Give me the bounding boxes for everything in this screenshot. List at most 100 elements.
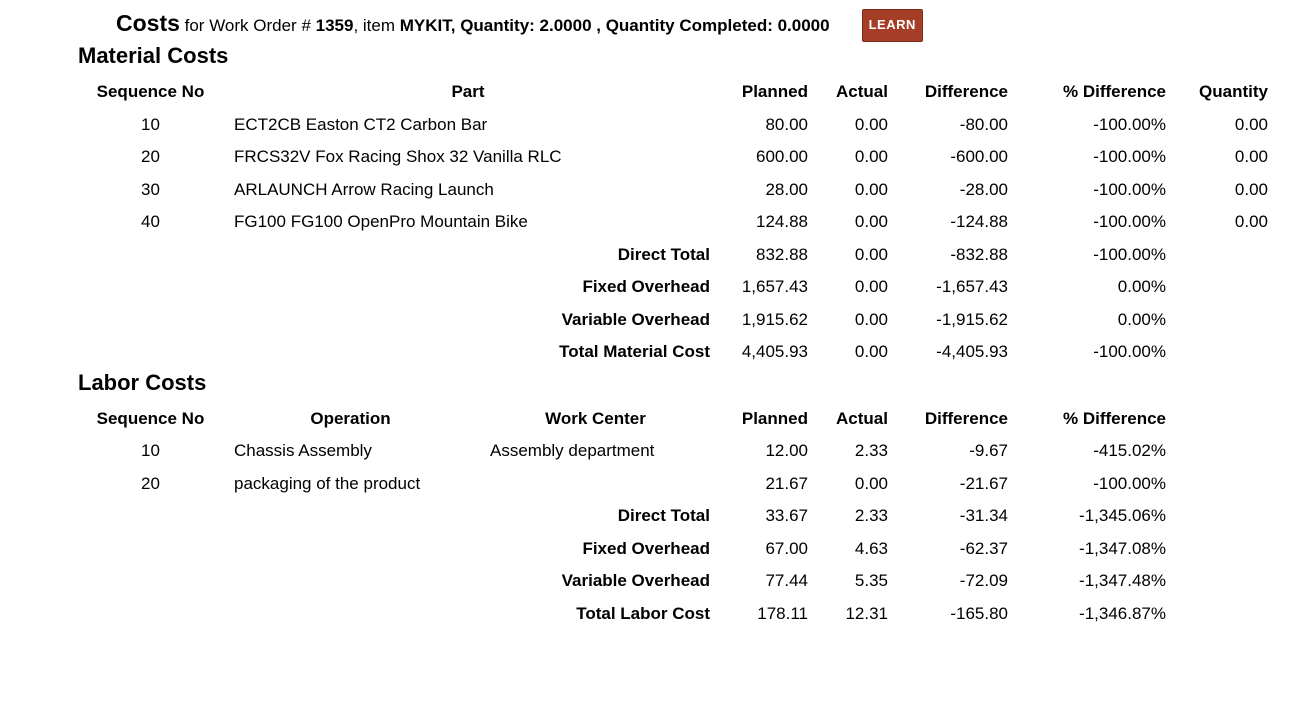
summary-label: Variable Overhead <box>561 309 710 329</box>
cell-difference: -4,405.93 <box>936 342 1008 362</box>
col-header-work-center: Work Center <box>545 408 646 428</box>
cell-part: ARLAUNCH Arrow Racing Launch <box>234 179 494 199</box>
cell-pct-difference: -100.00% <box>1093 212 1166 232</box>
cell-difference: -1,915.62 <box>936 309 1008 329</box>
cell-planned: 28.00 <box>765 179 808 199</box>
item-quantity-details: MYKIT, Quantity: 2.0000 , Quantity Compl… <box>399 16 830 35</box>
col-header-difference: Difference <box>924 408 1008 428</box>
cell-quantity: 0.00 <box>1234 114 1268 134</box>
col-header-pct-difference: % Difference <box>1063 82 1166 102</box>
cell-part: FRCS32V Fox Racing Shox 32 Vanilla RLC <box>234 147 562 167</box>
table-row: 10 ECT2CB Easton CT2 Carbon Bar 80.00 0.… <box>78 109 1268 142</box>
cell-actual: 4.63 <box>854 538 888 558</box>
cell-pct-difference: 0.00% <box>1117 309 1166 329</box>
cell-sequence-no: 30 <box>141 179 160 199</box>
cell-difference: -165.80 <box>950 603 1008 623</box>
table-row: 20 FRCS32V Fox Racing Shox 32 Vanilla RL… <box>78 141 1268 174</box>
cell-work-center <box>478 468 713 501</box>
cell-planned: 600.00 <box>756 147 808 167</box>
cell-sequence-no: 40 <box>141 212 160 232</box>
cell-actual: 0.00 <box>854 147 888 167</box>
cell-planned: 832.88 <box>756 244 808 264</box>
col-header-difference: Difference <box>924 82 1008 102</box>
summary-label: Direct Total <box>617 506 710 526</box>
title-for-work-order: for Work Order # <box>179 16 316 35</box>
col-header-part: Part <box>451 82 485 102</box>
cell-pct-difference: -100.00% <box>1093 473 1166 493</box>
cell-difference: -62.37 <box>959 538 1008 558</box>
cell-actual: 0.00 <box>854 342 888 362</box>
cell-actual: 0.00 <box>854 473 888 493</box>
work-order-number: 1359 <box>315 16 354 35</box>
cell-actual: 0.00 <box>854 244 888 264</box>
summary-row-variable-overhead: Variable Overhead 1,915.62 0.00 -1,915.6… <box>78 304 1268 337</box>
col-header-quantity: Quantity <box>1199 82 1268 102</box>
summary-row-direct-total: Direct Total 33.67 2.33 -31.34 -1,345.06… <box>78 500 1166 533</box>
cell-difference: -72.09 <box>959 571 1008 591</box>
cell-difference: -832.88 <box>950 244 1008 264</box>
summary-label: Fixed Overhead <box>582 277 710 297</box>
cell-pct-difference: -100.00% <box>1093 147 1166 167</box>
cell-operation: Chassis Assembly <box>234 441 372 461</box>
cell-actual: 0.00 <box>854 277 888 297</box>
summary-label: Fixed Overhead <box>582 538 710 558</box>
cell-planned: 33.67 <box>765 506 808 526</box>
cell-pct-difference: -1,345.06% <box>1079 506 1166 526</box>
cell-quantity <box>1166 271 1268 304</box>
table-row: 20 packaging of the product 21.67 0.00 -… <box>78 468 1166 501</box>
summary-row-total-material-cost: Total Material Cost 4,405.93 0.00 -4,405… <box>78 336 1268 369</box>
summary-row-variable-overhead: Variable Overhead 77.44 5.35 -72.09 -1,3… <box>78 565 1166 598</box>
cell-difference: -21.67 <box>959 473 1008 493</box>
cell-quantity: 0.00 <box>1234 179 1268 199</box>
material-header-row: Sequence No Part Planned Actual Differen… <box>78 76 1268 109</box>
material-costs-table: Sequence No Part Planned Actual Differen… <box>78 76 1268 369</box>
cell-quantity <box>1166 239 1268 272</box>
col-header-pct-difference: % Difference <box>1063 408 1166 428</box>
cell-difference: -124.88 <box>950 212 1008 232</box>
material-costs-heading: Material Costs <box>78 43 229 68</box>
cell-planned: 4,405.93 <box>741 342 808 362</box>
cell-planned: 1,915.62 <box>741 309 808 329</box>
cell-quantity: 0.00 <box>1234 212 1268 232</box>
cell-pct-difference: -100.00% <box>1093 342 1166 362</box>
cell-quantity <box>1166 304 1268 337</box>
cell-pct-difference: -1,347.48% <box>1079 571 1166 591</box>
cell-difference: -1,657.43 <box>936 277 1008 297</box>
cell-actual: 0.00 <box>854 212 888 232</box>
cell-pct-difference: -1,347.08% <box>1079 538 1166 558</box>
col-header-actual: Actual <box>836 82 888 102</box>
cell-planned: 12.00 <box>765 441 808 461</box>
col-header-planned: Planned <box>741 82 808 102</box>
cell-actual: 2.33 <box>854 506 888 526</box>
cell-actual: 0.00 <box>854 114 888 134</box>
cell-difference: -600.00 <box>950 147 1008 167</box>
cell-part: FG100 FG100 OpenPro Mountain Bike <box>234 212 528 232</box>
learn-badge[interactable]: LEARN <box>861 9 923 42</box>
col-header-sequence-no: Sequence No <box>96 408 205 428</box>
cell-actual: 5.35 <box>854 571 888 591</box>
table-row: 40 FG100 FG100 OpenPro Mountain Bike 124… <box>78 206 1268 239</box>
cell-difference: -9.67 <box>969 441 1008 461</box>
cell-sequence-no: 20 <box>141 147 160 167</box>
cell-sequence-no: 20 <box>141 473 160 493</box>
col-header-sequence-no: Sequence No <box>96 82 205 102</box>
cell-difference: -28.00 <box>959 179 1008 199</box>
cell-part: ECT2CB Easton CT2 Carbon Bar <box>234 114 488 134</box>
col-header-actual: Actual <box>836 408 888 428</box>
cell-planned: 77.44 <box>765 571 808 591</box>
title-item-separator: , item <box>353 16 400 35</box>
cell-operation: packaging of the product <box>234 473 421 493</box>
cell-planned: 124.88 <box>756 212 808 232</box>
costs-title-word: Costs <box>116 10 180 36</box>
cell-actual: 2.33 <box>854 441 888 461</box>
cell-pct-difference: -415.02% <box>1093 441 1166 461</box>
summary-row-fixed-overhead: Fixed Overhead 67.00 4.63 -62.37 -1,347.… <box>78 533 1166 566</box>
table-row: 10 Chassis Assembly Assembly department … <box>78 435 1166 468</box>
summary-label: Total Material Cost <box>559 342 710 362</box>
summary-row-total-labor-cost: Total Labor Cost 178.11 12.31 -165.80 -1… <box>78 598 1166 631</box>
cell-planned: 1,657.43 <box>741 277 808 297</box>
cell-pct-difference: -100.00% <box>1093 244 1166 264</box>
cell-actual: 0.00 <box>854 309 888 329</box>
cell-pct-difference: 0.00% <box>1117 277 1166 297</box>
cell-sequence-no: 10 <box>141 114 160 134</box>
